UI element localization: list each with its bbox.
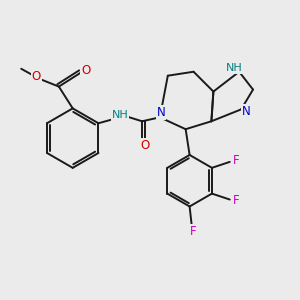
Text: F: F bbox=[232, 194, 239, 207]
Text: F: F bbox=[190, 225, 197, 238]
Text: O: O bbox=[140, 139, 150, 152]
Text: NH: NH bbox=[112, 110, 129, 120]
Text: N: N bbox=[242, 105, 250, 118]
Text: O: O bbox=[81, 64, 90, 77]
Text: F: F bbox=[232, 154, 239, 167]
Text: NH: NH bbox=[226, 63, 243, 73]
Text: O: O bbox=[32, 70, 41, 83]
Text: N: N bbox=[157, 106, 165, 119]
